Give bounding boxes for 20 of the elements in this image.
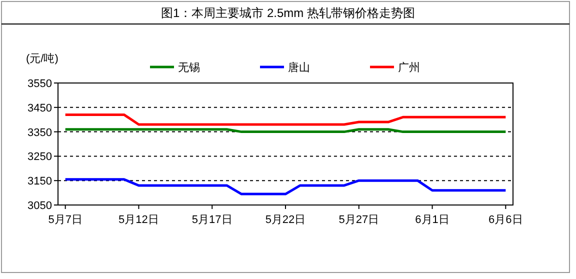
chart-title: 图1：本周主要城市 2.5mm 热轧带钢价格走势图 [160, 6, 416, 20]
x-tick-label: 5月22日 [265, 214, 306, 226]
x-tick-label: 5月17日 [192, 214, 232, 226]
y-tick-label: 3550 [28, 78, 52, 90]
x-tick-label: 6月1日 [415, 214, 450, 226]
y-axis-title: (元/吨) [26, 52, 58, 65]
y-tick-label: 3150 [28, 176, 52, 188]
legend-label: 无锡 [178, 62, 200, 74]
y-tick-label: 3250 [28, 151, 52, 164]
y-tick-label: 3350 [28, 126, 52, 139]
x-tick-label: 5月7日 [48, 214, 82, 226]
line-series [64, 178, 507, 196]
line-series [64, 113, 507, 126]
y-tick-label: 3050 [28, 200, 52, 212]
x-tick-label: 5月27日 [338, 214, 380, 226]
x-tick-label: 5月12日 [118, 214, 159, 226]
legend-label: 广州 [398, 61, 420, 74]
x-tick-label: 6月6日 [488, 214, 523, 226]
y-tick-label: 3450 [28, 102, 52, 114]
legend-label: 唐山 [288, 61, 310, 74]
